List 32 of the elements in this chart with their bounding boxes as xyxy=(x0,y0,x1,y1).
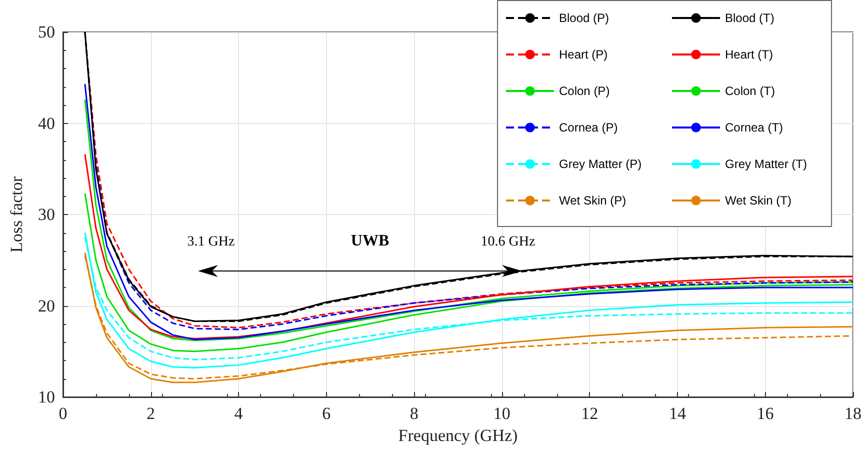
legend-label: Heart (P) xyxy=(559,48,608,62)
x-tick-label: 4 xyxy=(234,404,244,423)
annotation: 10.6 GHz xyxy=(480,234,536,250)
legend-label: Colon (T) xyxy=(725,84,776,98)
y-tick-label: 10 xyxy=(38,388,55,406)
x-tick-label: 12 xyxy=(581,404,598,423)
legend-label: Colon (P) xyxy=(559,84,610,98)
y-tick-label: 40 xyxy=(38,114,55,133)
y-tick-label: 30 xyxy=(38,205,55,224)
legend-label: Wet Skin (P) xyxy=(559,194,626,208)
x-tick-label: 2 xyxy=(146,404,156,423)
annotation: 3.1 GHz xyxy=(187,234,235,250)
x-tick-label: 0 xyxy=(58,404,68,423)
y-tick-label: 50 xyxy=(38,22,55,42)
legend-label: Cornea (P) xyxy=(559,120,618,134)
legend-label: Heart (T) xyxy=(725,48,774,62)
x-tick-label: 16 xyxy=(756,404,774,423)
legend-label: Blood (P) xyxy=(559,11,610,25)
legend-label: Cornea (T) xyxy=(725,120,784,134)
y-axis-title: Loss factor xyxy=(7,176,26,253)
annotation: UWB xyxy=(350,232,390,250)
x-tick-label: 18 xyxy=(844,404,862,423)
legend-label: Blood (T) xyxy=(725,11,774,25)
x-tick-label: 10 xyxy=(493,404,510,423)
x-tick-label: 6 xyxy=(322,404,331,423)
legend-label: Grey Matter (T) xyxy=(725,157,808,171)
x-axis-title: Frequency (GHz) xyxy=(398,426,518,445)
legend-label: Wet Skin (T) xyxy=(725,194,792,208)
x-tick-label: 8 xyxy=(410,404,418,423)
y-tick-label: 20 xyxy=(38,296,55,316)
x-tick-label: 14 xyxy=(668,404,686,423)
legend-label: Grey Matter (P) xyxy=(559,157,642,171)
